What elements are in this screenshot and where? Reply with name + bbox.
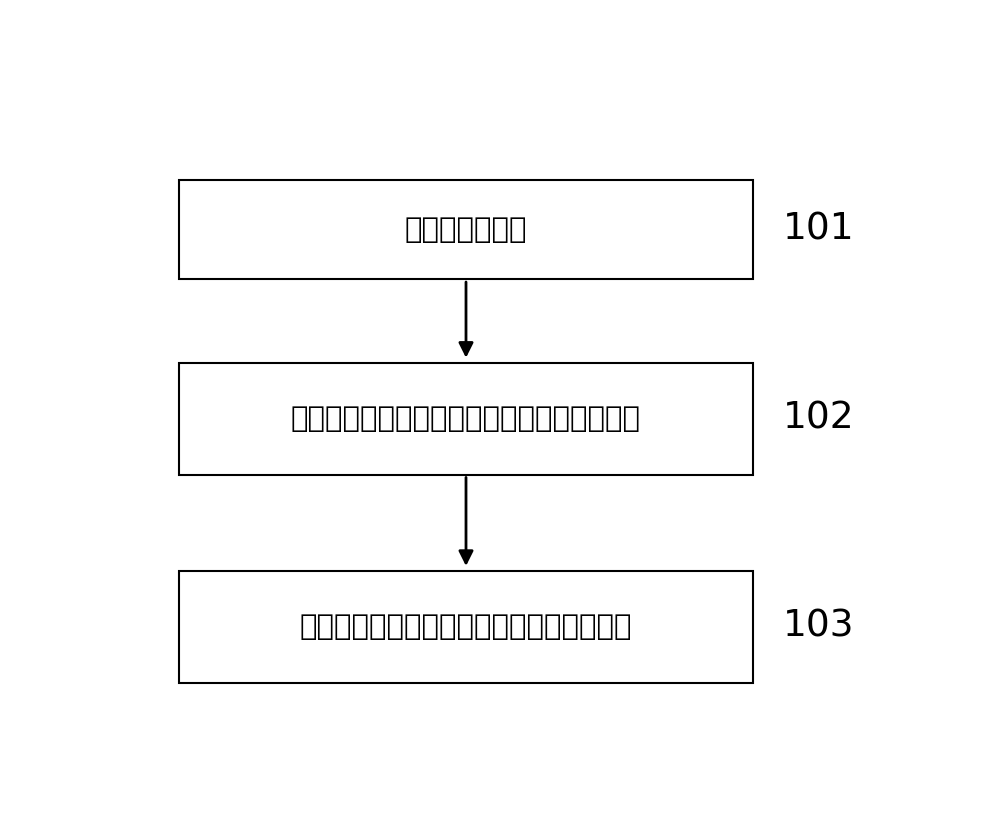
- Text: 动量轮组的构型参数确定和姿态控制分配。: 动量轮组的构型参数确定和姿态控制分配。: [300, 612, 632, 641]
- Text: 确定动量轮组包络控制与分配交换能力参数；: 确定动量轮组包络控制与分配交换能力参数；: [291, 404, 641, 433]
- Text: 101: 101: [783, 211, 854, 248]
- FancyBboxPatch shape: [179, 571, 753, 683]
- FancyBboxPatch shape: [179, 180, 753, 280]
- Text: 102: 102: [783, 400, 854, 437]
- Text: 布局动量轮组；: 布局动量轮组；: [405, 215, 527, 244]
- Text: 103: 103: [783, 609, 854, 645]
- FancyBboxPatch shape: [179, 363, 753, 474]
